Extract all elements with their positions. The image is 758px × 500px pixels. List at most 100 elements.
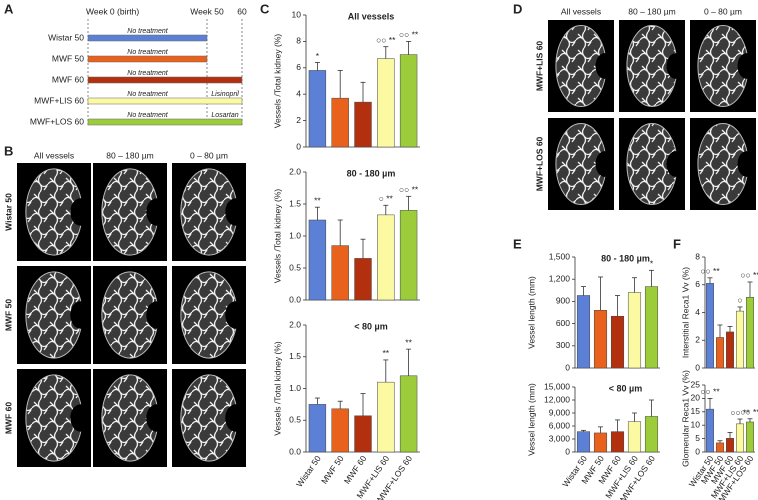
treatment-label: No treatment [127,70,169,77]
significance-label: * [316,51,320,61]
y-tick-label: 0.5 [289,262,301,272]
hilum [70,404,91,432]
drug-label: Lisinopril [211,91,239,98]
y-tick-label: 5 [695,433,700,443]
bar [610,431,625,453]
bar [377,381,395,453]
bar [644,416,659,453]
hilum [595,151,614,177]
hilum [666,53,685,79]
hilum [666,151,685,177]
bar [331,97,349,148]
significance-label: ** [314,195,321,205]
bar [593,432,608,453]
significance-label: ○○ ** [740,270,758,280]
bar [610,315,625,369]
significance-label: ○○ ** [399,30,419,40]
y-tick-label: 4 [296,88,301,98]
bar [331,408,349,453]
y-axis-label: Vessel length (mm) [526,383,536,456]
group-label: MWF+LIS 60 [34,95,84,105]
bar [576,295,591,369]
treatment-label: No treatment [127,49,169,56]
group-label: MWF 60 [52,74,84,84]
significance-label: ** [382,348,389,358]
timeline-bar [87,34,208,42]
chart-title: < 80 µm [354,321,387,331]
bar [627,292,642,369]
row-label: MWF 50 [3,299,13,331]
y-tick-label: 1.5 [289,351,301,361]
y-tick-label: 20 [691,393,701,403]
significance-label: ○○ ** [740,407,758,417]
column-header: All vessels [561,6,601,16]
bar [716,337,724,369]
y-tick-label: 1.0 [289,230,301,240]
y-tick-label: 900 [556,296,570,306]
hilum [595,53,614,79]
hilum [225,198,246,226]
chart-title: 80 - 180 µm [347,168,396,178]
bar [746,296,754,369]
column-header: 0 – 80 µm [190,150,228,160]
y-tick-label: 600 [556,318,570,328]
y-tick-label: 15,000 [544,381,570,391]
significance-label: ○○ ** [376,35,396,45]
timeline-bar [87,97,243,105]
y-tick-label: 6 [296,62,301,72]
hilum [70,301,91,329]
bar [593,310,608,369]
y-axis-label: Vessel length (mm) [526,276,536,349]
column-header: 80 – 180 µm [106,150,153,160]
bar [706,408,714,453]
timeline-header: Week 50 [190,6,224,16]
y-tick-label: 1,200 [549,273,571,283]
bar [354,415,372,453]
bar [716,442,724,453]
y-tick-label: 10 [292,9,302,19]
bar [354,101,372,148]
timeline-header: 60 [237,6,247,16]
y-tick-label: 1.5 [289,198,301,208]
y-axis-label: Interstitial Reca1 Vv (%) [680,267,690,358]
significance-label: ○○ ** [700,387,720,397]
chart-title: All vessels [348,11,395,21]
hilum [70,198,91,226]
panel-label: F [673,236,681,251]
group-label: MWF+LOS 60 [30,116,84,126]
hilum [146,301,167,329]
y-tick-label: 0 [296,141,301,151]
y-tick-label: 1,500 [549,251,571,261]
drug-label: Losartan [211,112,238,119]
y-tick-label: 2 [296,115,301,125]
bar [706,283,714,369]
y-tick-label: 0 [695,362,700,372]
timeline-bar [87,76,243,84]
bar [308,70,327,148]
bar [576,431,591,453]
significance-label: ○○ ** [730,407,750,417]
hilum [146,404,167,432]
bar [399,54,418,148]
panel-label: B [4,143,13,158]
panel-label: A [4,1,14,16]
timeline-bar [87,118,243,126]
panel-label: E [513,236,522,251]
significance-label: ○ [737,295,742,305]
y-tick-label: 0.5 [289,415,301,425]
bar [627,421,642,453]
x-tick-label: Wistar 50 [294,453,323,488]
row-label: MWF+LOS 60 [534,136,544,191]
y-tick-label: 3,000 [549,433,571,443]
hilum [225,301,246,329]
y-tick-label: 1.0 [289,383,301,393]
bar [377,58,395,148]
bar [308,219,327,301]
timeline-bar [87,55,208,63]
chart-title: < 80 µm [609,383,642,393]
y-tick-label: 2.0 [289,319,301,329]
y-tick-label: 0 [695,446,700,456]
significance-label: * [650,259,654,269]
treatment-label: No treatment [127,91,169,98]
